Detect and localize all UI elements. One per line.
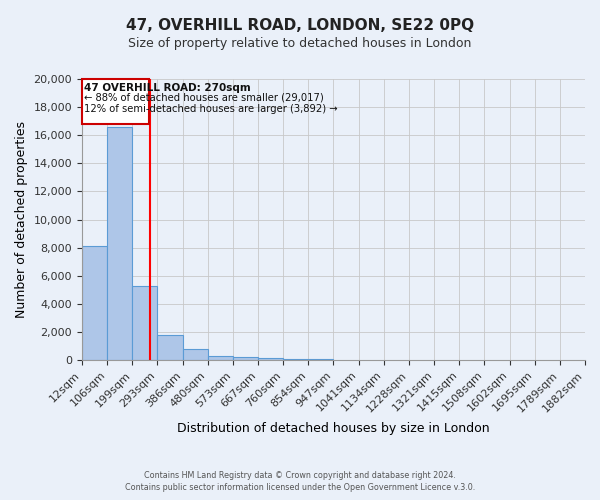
Bar [107,127,132,360]
Bar [157,336,182,360]
Text: 12% of semi-detached houses are larger (3,892) →: 12% of semi-detached houses are larger (… [84,104,338,115]
Y-axis label: Number of detached properties: Number of detached properties [15,121,28,318]
Bar [132,286,157,360]
X-axis label: Distribution of detached houses by size in London: Distribution of detached houses by size … [177,422,490,435]
Text: 47 OVERHILL ROAD: 270sqm: 47 OVERHILL ROAD: 270sqm [84,82,251,92]
Text: Contains HM Land Registry data © Crown copyright and database right 2024.: Contains HM Land Registry data © Crown c… [144,471,456,480]
Bar [82,79,149,124]
Text: Contains public sector information licensed under the Open Government Licence v.: Contains public sector information licen… [125,484,475,492]
Text: Size of property relative to detached houses in London: Size of property relative to detached ho… [128,38,472,51]
Bar [82,246,107,360]
Text: 47, OVERHILL ROAD, LONDON, SE22 0PQ: 47, OVERHILL ROAD, LONDON, SE22 0PQ [126,18,474,32]
Bar [283,358,308,360]
Bar [258,358,283,360]
Bar [233,356,258,360]
Bar [182,350,208,360]
Bar [208,356,233,360]
Text: ← 88% of detached houses are smaller (29,017): ← 88% of detached houses are smaller (29… [84,92,323,102]
